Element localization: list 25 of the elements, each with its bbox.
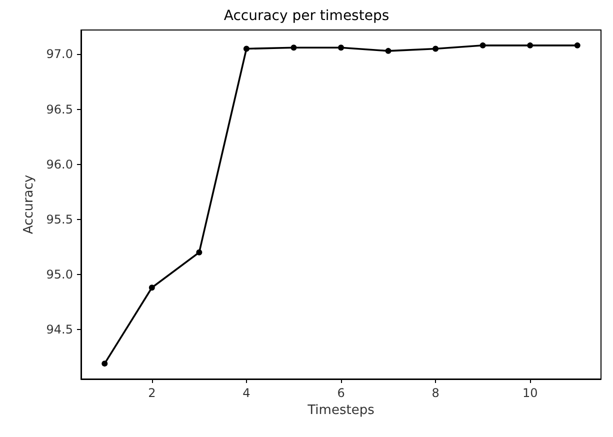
x-tick-label: 2 bbox=[148, 386, 156, 400]
x-tick-label: 8 bbox=[432, 386, 440, 400]
point bbox=[243, 46, 250, 52]
y-tick-label: 96.5 bbox=[46, 102, 73, 116]
y-axis-title: Accuracy bbox=[21, 174, 36, 234]
x-axis-title: Timesteps bbox=[306, 402, 375, 418]
y-tick-label: 95.5 bbox=[46, 212, 73, 226]
x-tick-label: 4 bbox=[242, 386, 250, 400]
point bbox=[527, 42, 534, 48]
point bbox=[148, 284, 155, 291]
y-tick-label: 96.0 bbox=[46, 157, 73, 172]
y-tick-label: 97.0 bbox=[46, 47, 73, 62]
chart-title: Accuracy per timesteps bbox=[224, 8, 390, 24]
point bbox=[290, 44, 297, 51]
y-tick-label: 95.0 bbox=[46, 267, 73, 282]
point bbox=[102, 360, 108, 367]
point bbox=[432, 46, 439, 52]
y-tick-label: 94.5 bbox=[46, 322, 73, 336]
x-tick-label: 6 bbox=[337, 386, 345, 400]
x-tick-label: 10 bbox=[522, 386, 538, 400]
point bbox=[385, 48, 392, 54]
point bbox=[574, 42, 580, 48]
point bbox=[196, 249, 202, 256]
point bbox=[338, 44, 344, 51]
point bbox=[480, 42, 486, 48]
